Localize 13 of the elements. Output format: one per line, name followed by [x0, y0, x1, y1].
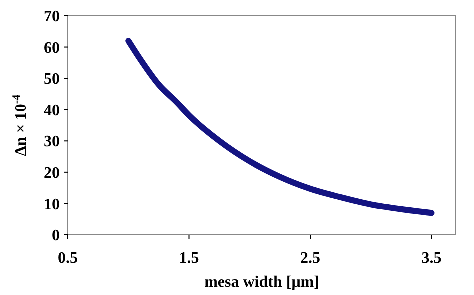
y-tick-label: 70 [44, 8, 60, 26]
x-tick-label: 3.5 [422, 250, 442, 267]
x-axis-title: mesa width [μm] [204, 274, 320, 291]
y-tick-label: 20 [44, 165, 60, 182]
y-tick-label: 50 [44, 71, 60, 88]
x-tick-label: 0.5 [58, 250, 78, 267]
y-tick-label: 60 [44, 40, 60, 57]
y-tick-label: 30 [44, 134, 60, 151]
x-tick-label: 1.5 [179, 250, 200, 267]
y-tick-label: 40 [44, 102, 60, 120]
y-tick-label: 0 [52, 228, 60, 245]
x-tick-label: 2.5 [300, 250, 320, 267]
y-tick-label: 10 [44, 196, 60, 214]
